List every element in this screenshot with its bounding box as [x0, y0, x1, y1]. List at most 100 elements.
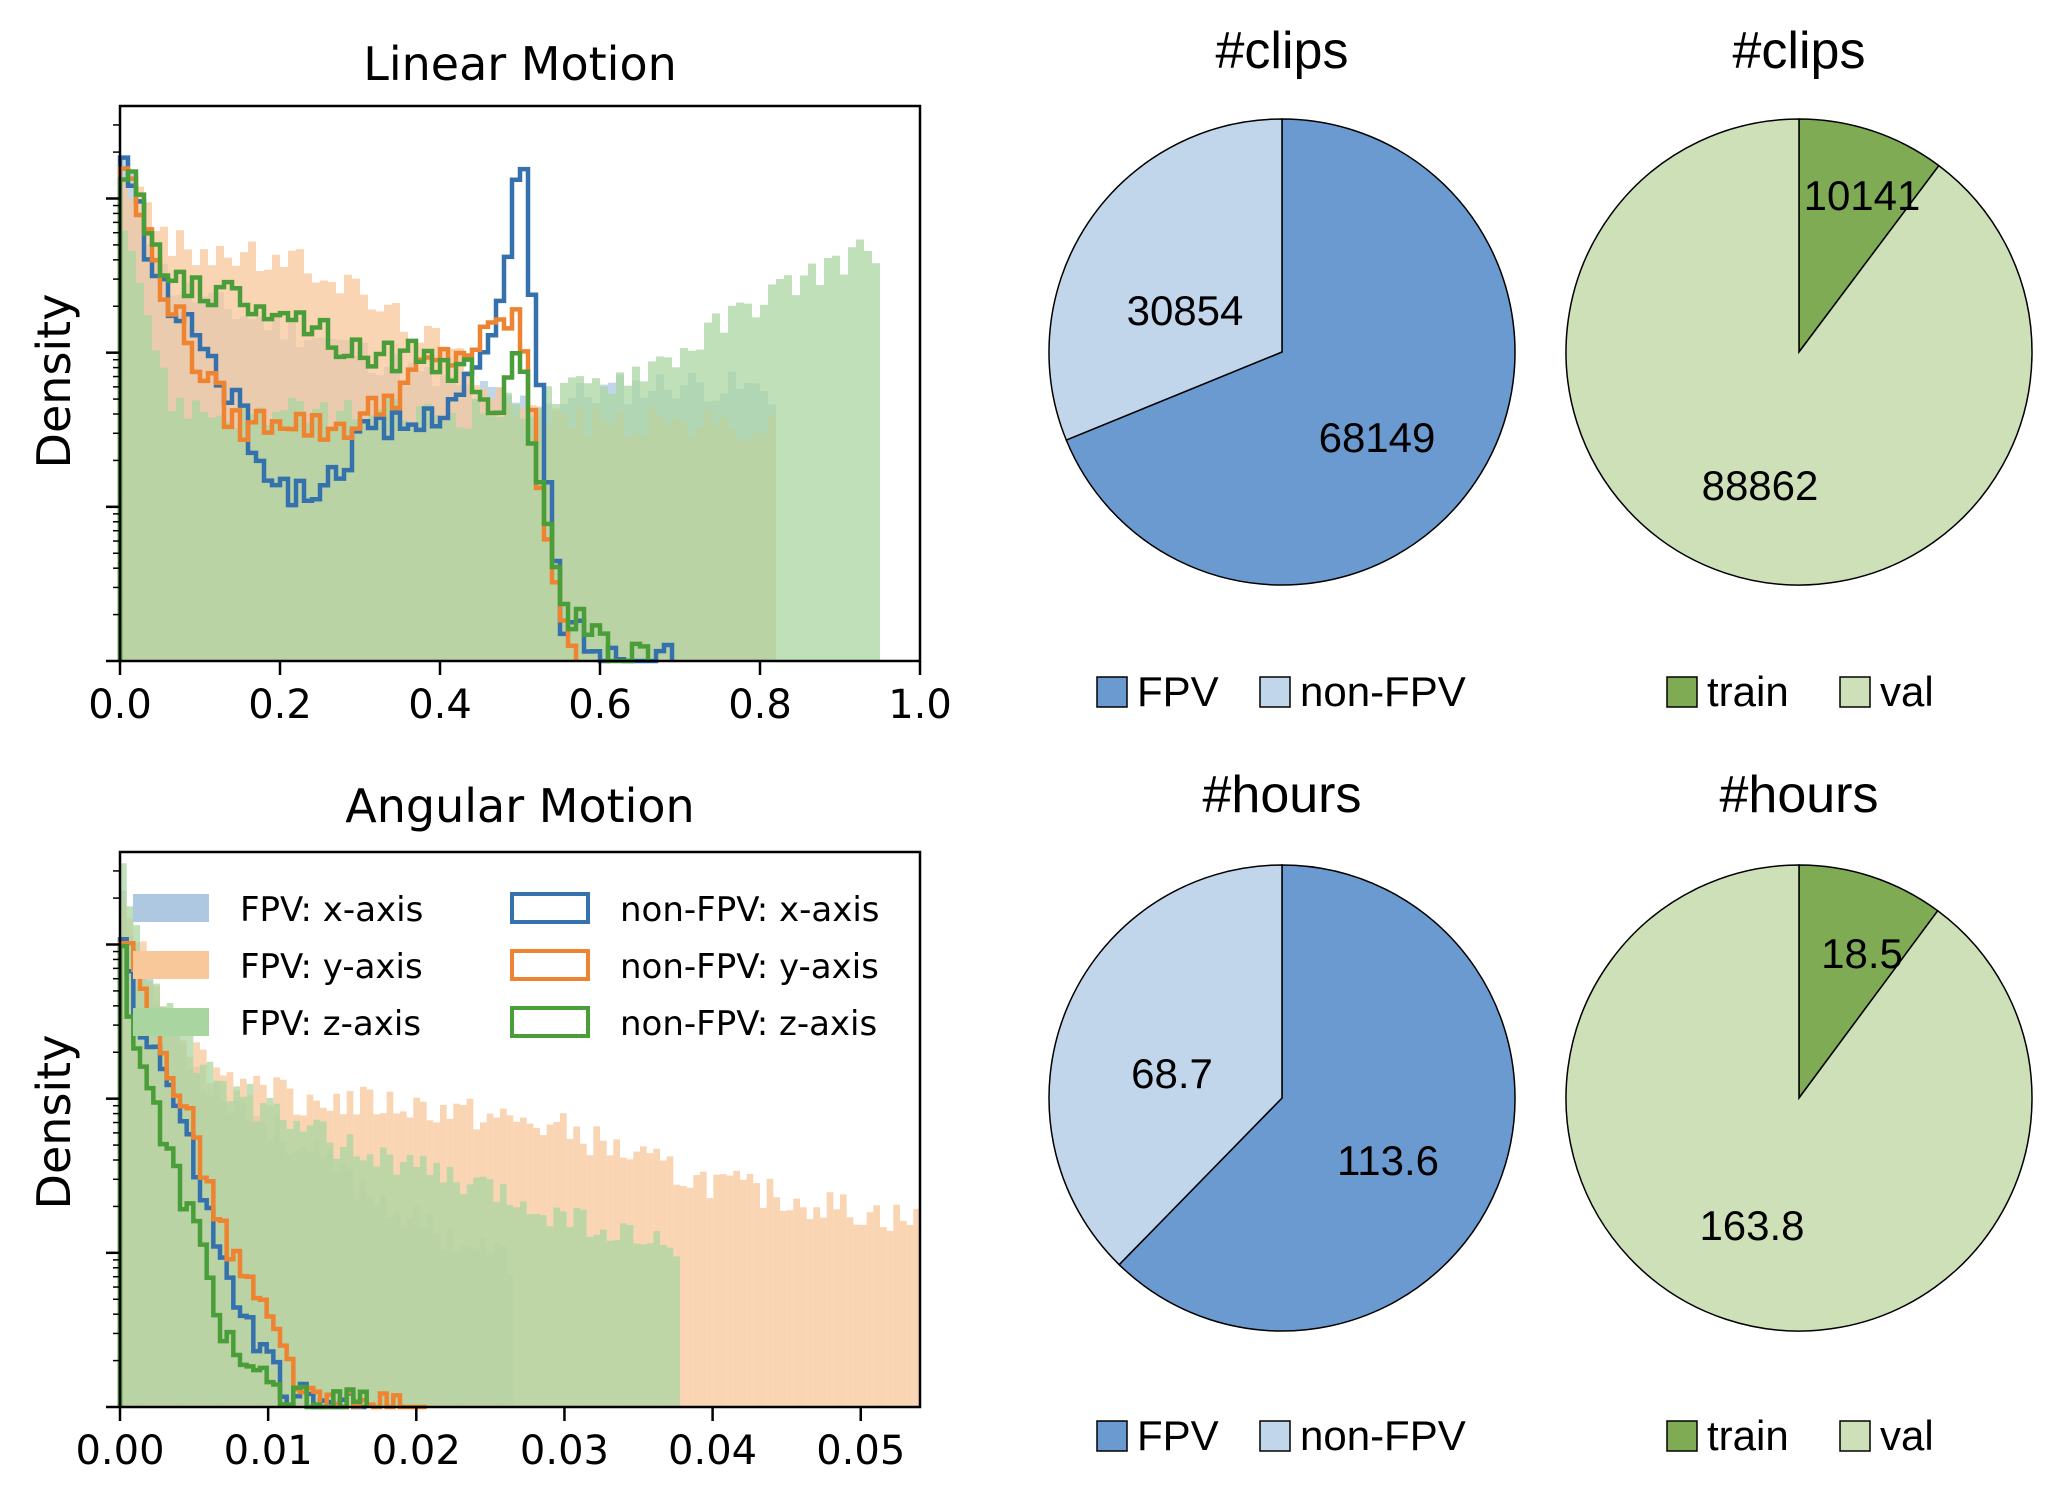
hist-bar-2-85 — [686, 1187, 694, 1407]
hist-bar-3-76 — [626, 1225, 634, 1407]
hist-bar-3-42 — [400, 1162, 407, 1407]
pie-hours-fpv-value-nonfpv: 68.7 — [1131, 1050, 1213, 1097]
legend-label-fpv-x: FPV: x-axis — [240, 890, 423, 930]
hist-bar-3-48 — [440, 1182, 447, 1407]
linear-ylabel: Density — [27, 294, 81, 469]
x-tick-label: 0.6 — [568, 682, 632, 728]
pie-hours-legend-label-train: train — [1707, 1412, 1789, 1459]
legend-swatch-nonfpv-x — [510, 892, 590, 924]
hist-bar-3-28 — [344, 400, 352, 661]
hist-bar-3-0 — [120, 863, 127, 1407]
hist-bar-3-61 — [526, 1214, 534, 1407]
hist-bar-3-46 — [488, 416, 496, 661]
hist-bar-3-24 — [312, 408, 320, 661]
hist-bar-3-27 — [336, 410, 344, 661]
hist-bar-3-26 — [328, 430, 336, 661]
hist-bar-3-31 — [368, 415, 376, 661]
pie-clips-split-value-train: 10141 — [1804, 172, 1921, 219]
hist-bar-3-36 — [360, 1160, 367, 1407]
hist-bar-3-28 — [306, 1125, 314, 1407]
hist-bar-3-8 — [173, 1013, 180, 1407]
linear-plot-area — [117, 155, 880, 664]
pie-hours-fpv-chart: #hours 113.6 68.7 FPV non-FPV — [1048, 766, 1516, 1459]
hist-bar-3-56 — [568, 377, 576, 661]
hist-bar-3-6 — [168, 410, 176, 661]
hist-bar-3-14 — [213, 1080, 220, 1407]
hist-bar-2-118 — [906, 1225, 914, 1407]
hist-bar-3-63 — [540, 1215, 547, 1407]
pie-hours-split-value-train: 18.5 — [1821, 930, 1903, 977]
pie-clips-legend-swatch-fpv — [1096, 676, 1128, 708]
pie-hours-legend-label-nonfpv: non-FPV — [1300, 1412, 1466, 1459]
hist-bar-3-38 — [424, 403, 432, 661]
hist-bar-2-98 — [773, 1197, 780, 1407]
hist-bar-3-15 — [220, 1081, 227, 1407]
hist-bar-3-84 — [792, 295, 800, 661]
hist-bar-3-9 — [192, 400, 200, 661]
hist-bar-3-74 — [712, 313, 720, 661]
hist-bar-3-60 — [520, 1201, 527, 1407]
hist-bar-3-21 — [288, 397, 296, 661]
hist-bar-3-12 — [200, 1064, 207, 1407]
hist-bar-3-60 — [600, 386, 608, 661]
pie-slice-non-fpv — [1048, 118, 1283, 441]
linear-axes-frame — [118, 104, 922, 663]
hist-bar-3-63 — [624, 385, 632, 661]
hist-bar-3-20 — [280, 410, 288, 661]
hist-bar-3-66 — [560, 1211, 567, 1407]
pie-clips-fpv-value-nonfpv: 30854 — [1127, 287, 1244, 334]
hist-bar-2-107 — [833, 1209, 840, 1407]
hist-bar-3-42 — [456, 427, 464, 661]
hist-bar-3-47 — [496, 417, 504, 661]
hist-bar-3-75 — [720, 332, 728, 661]
angular-legend: FPV: x-axis FPV: y-axis FPV: z-axis non-… — [133, 890, 879, 1044]
pie-clips-legend-label-val: val — [1880, 668, 1934, 715]
hist-bar-3-38 — [373, 1166, 380, 1407]
pie-clips-legend-swatch-train — [1666, 676, 1698, 708]
legend-label-nonfpv-z: non-FPV: z-axis — [620, 1004, 877, 1044]
pie-hours-split — [1565, 864, 2033, 1332]
hist-bar-2-84 — [680, 1186, 687, 1407]
hist-bar-3-49 — [512, 404, 520, 661]
hist-bar-3-41 — [393, 1174, 400, 1407]
hist-bar-2-101 — [793, 1198, 800, 1407]
hist-bar-2-111 — [860, 1224, 867, 1407]
pie-clips-fpv-value-fpv: 68149 — [1319, 414, 1436, 461]
hist-step-line-6 — [117, 169, 651, 664]
linear-title: Linear Motion — [363, 37, 677, 91]
hist-bar-2-110 — [853, 1224, 860, 1407]
hist-bar-3-45 — [480, 413, 488, 661]
hist-bar-3-37 — [366, 1154, 374, 1407]
hist-bar-3-86 — [808, 263, 816, 661]
hist-bar-3-55 — [486, 1179, 494, 1407]
pie-clips-legend-swatch-nonfpv — [1259, 676, 1291, 708]
hist-bar-3-73 — [704, 322, 712, 661]
pie-clips-fpv-chart: #clips 68149 30854 FPV non-FPV — [1048, 22, 1516, 715]
hist-bar-3-56 — [493, 1201, 500, 1407]
pie-hours-split-value-val: 163.8 — [1699, 1202, 1804, 1249]
hist-bar-3-71 — [593, 1234, 600, 1407]
hist-bar-3-35 — [400, 420, 408, 661]
hist-bar-3-21 — [260, 1103, 267, 1407]
hist-bar-3-3 — [140, 953, 147, 1407]
hist-bar-3-68 — [573, 1207, 580, 1407]
hist-bar-3-65 — [640, 381, 648, 661]
hist-bar-2-117 — [900, 1220, 907, 1407]
hist-bar-3-58 — [506, 1205, 514, 1407]
hist-bar-3-77 — [633, 1243, 640, 1407]
hist-bar-3-10 — [200, 411, 208, 661]
hist-bar-3-31 — [326, 1142, 334, 1407]
hist-bar-3-9 — [180, 1019, 187, 1407]
hist-bar-2-90 — [720, 1174, 727, 1407]
hist-bar-3-72 — [696, 349, 704, 661]
hist-bar-3-39 — [432, 414, 440, 661]
pie-slice-train — [1798, 118, 1940, 355]
hist-bar-3-5 — [160, 367, 168, 661]
hist-bar-3-78 — [744, 303, 752, 661]
x-tick-label: 0.00 — [75, 1428, 164, 1474]
hist-bar-3-45 — [420, 1155, 427, 1407]
hist-bar-2-108 — [840, 1194, 847, 1407]
hist-bar-3-32 — [376, 409, 384, 661]
hist-bar-3-23 — [304, 422, 312, 661]
hist-bar-3-53 — [473, 1177, 480, 1407]
